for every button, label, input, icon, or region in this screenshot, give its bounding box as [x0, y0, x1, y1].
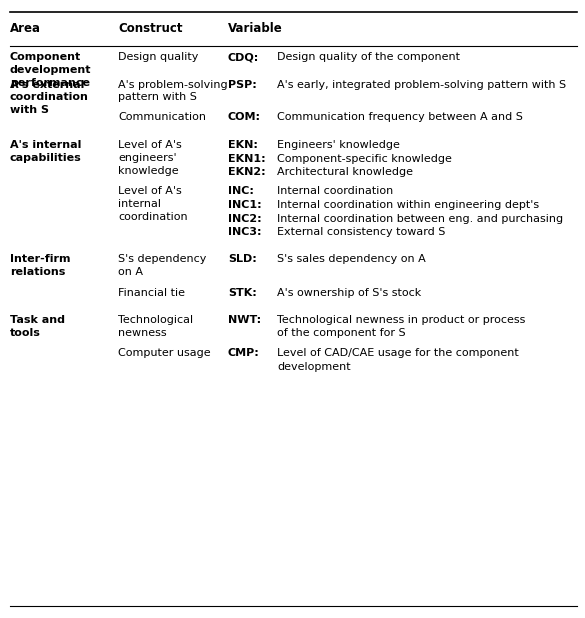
- Text: CDQ:: CDQ:: [228, 52, 259, 62]
- Text: S's sales dependency on A: S's sales dependency on A: [277, 255, 426, 265]
- Text: External consistency toward S: External consistency toward S: [277, 227, 445, 237]
- Text: A's internal
capabilities: A's internal capabilities: [10, 140, 82, 163]
- Text: INC3:: INC3:: [228, 227, 261, 237]
- Text: Construct: Construct: [118, 22, 183, 35]
- Text: Communication frequency between A and S: Communication frequency between A and S: [277, 112, 523, 122]
- Text: Task and
tools: Task and tools: [10, 315, 65, 338]
- Text: Area: Area: [10, 22, 41, 35]
- Text: Component
development
performance: Component development performance: [10, 52, 91, 88]
- Text: development: development: [277, 362, 350, 371]
- Text: Internal coordination: Internal coordination: [277, 187, 393, 197]
- Text: STK:: STK:: [228, 287, 257, 297]
- Text: Architectural knowledge: Architectural knowledge: [277, 167, 413, 177]
- Text: Design quality of the component: Design quality of the component: [277, 52, 460, 62]
- Text: INC1:: INC1:: [228, 200, 261, 210]
- Text: INC2:: INC2:: [228, 213, 261, 224]
- Text: Variable: Variable: [228, 22, 283, 35]
- Text: A's early, integrated problem-solving pattern with S: A's early, integrated problem-solving pa…: [277, 80, 566, 90]
- Text: A's ownership of S's stock: A's ownership of S's stock: [277, 287, 421, 297]
- Text: Technological
newness: Technological newness: [118, 315, 193, 338]
- Text: SLD:: SLD:: [228, 255, 257, 265]
- Text: Inter-firm
relations: Inter-firm relations: [10, 255, 71, 277]
- Text: Technological newness in product or process: Technological newness in product or proc…: [277, 315, 525, 325]
- Text: Computer usage: Computer usage: [118, 348, 211, 358]
- Text: A's external
coordination
with S: A's external coordination with S: [10, 80, 89, 115]
- Text: Communication: Communication: [118, 112, 206, 122]
- Text: Level of CAD/CAE usage for the component: Level of CAD/CAE usage for the component: [277, 348, 519, 358]
- Text: Internal coordination between eng. and purchasing: Internal coordination between eng. and p…: [277, 213, 563, 224]
- Text: of the component for S: of the component for S: [277, 329, 405, 339]
- Text: A's problem-solving
pattern with S: A's problem-solving pattern with S: [118, 80, 228, 103]
- Text: INC:: INC:: [228, 187, 254, 197]
- Text: NWT:: NWT:: [228, 315, 261, 325]
- Text: EKN1:: EKN1:: [228, 153, 266, 164]
- Text: Internal coordination within engineering dept's: Internal coordination within engineering…: [277, 200, 539, 210]
- Text: EKN:: EKN:: [228, 140, 258, 150]
- Text: Financial tie: Financial tie: [118, 287, 185, 297]
- Text: COM:: COM:: [228, 112, 261, 122]
- Text: Level of A's
internal
coordination: Level of A's internal coordination: [118, 187, 188, 222]
- Text: Engineers' knowledge: Engineers' knowledge: [277, 140, 400, 150]
- Text: PSP:: PSP:: [228, 80, 257, 90]
- Text: Design quality: Design quality: [118, 52, 198, 62]
- Text: EKN2:: EKN2:: [228, 167, 266, 177]
- Text: CMP:: CMP:: [228, 348, 260, 358]
- Text: Level of A's
engineers'
knowledge: Level of A's engineers' knowledge: [118, 140, 182, 176]
- Text: S's dependency
on A: S's dependency on A: [118, 255, 207, 277]
- Text: Component-specific knowledge: Component-specific knowledge: [277, 153, 452, 164]
